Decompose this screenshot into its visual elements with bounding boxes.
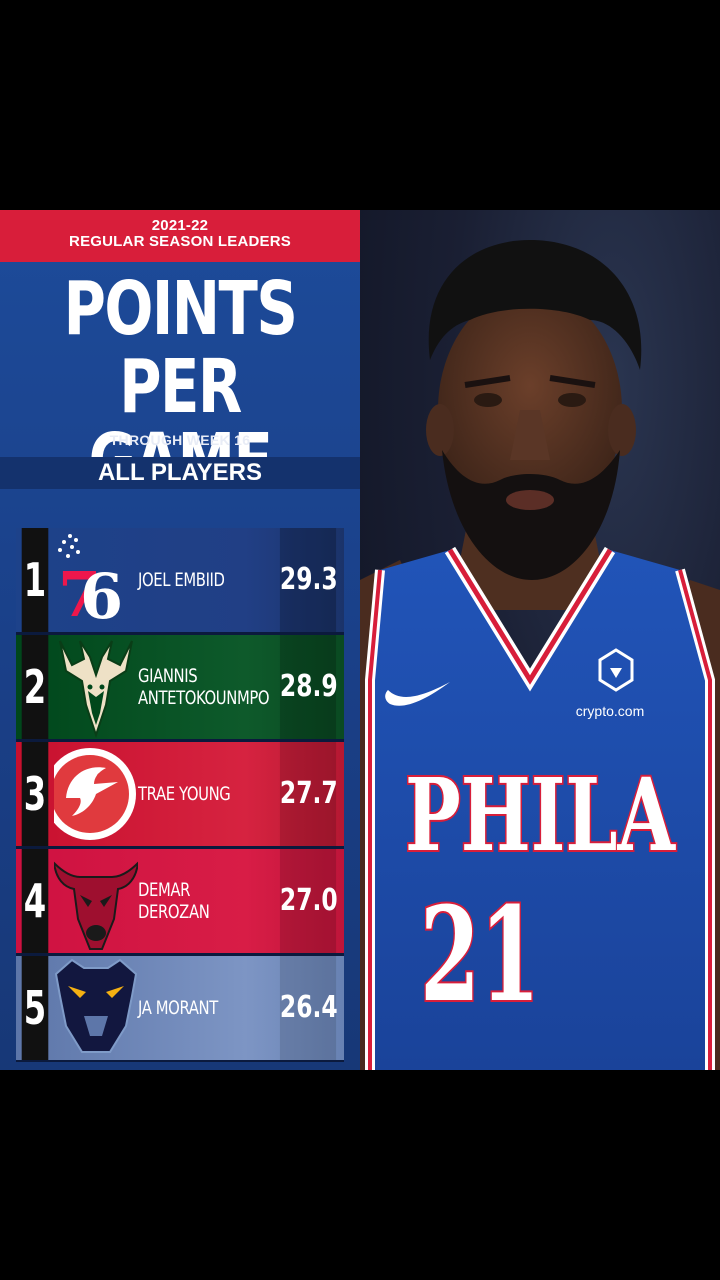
grizzlies-logo-icon <box>54 956 138 1060</box>
jersey-number: 21 <box>420 878 540 1031</box>
leaders-list: 1 7 6 JOEL EMBIID 29.3 <box>16 528 344 1062</box>
through-label: THROUGH WEEK 16 <box>109 432 251 448</box>
title-line-1: POINTS <box>63 266 298 352</box>
leader-row: 4 DEMAR DEROZAN 27.0 <box>16 849 344 953</box>
crypto-logo-icon <box>598 648 634 692</box>
bucks-logo-icon <box>54 635 138 739</box>
ppg-value: 29.3 <box>279 528 338 632</box>
rank: 5 <box>21 956 49 1060</box>
hawks-logo-icon <box>44 742 138 846</box>
svg-text:6: 6 <box>80 560 123 632</box>
jersey-sponsor: crypto.com <box>576 703 644 719</box>
season-subtitle: REGULAR SEASON LEADERS <box>69 233 291 250</box>
player-name: TRAE YOUNG <box>138 783 231 805</box>
ppg-value: 27.7 <box>279 742 338 846</box>
player-name: JOEL EMBIID <box>138 569 225 591</box>
ppg-value: 26.4 <box>279 956 338 1060</box>
leaders-panel: 2021-22 REGULAR SEASON LEADERS POINTS PE… <box>0 210 360 1070</box>
rank: 2 <box>21 635 49 739</box>
rank: 1 <box>21 528 49 632</box>
nike-swoosh-icon <box>385 682 450 706</box>
bulls-logo-icon <box>52 849 140 953</box>
category-label: ALL PLAYERS <box>0 457 360 489</box>
leader-row: 1 7 6 JOEL EMBIID 29.3 <box>16 528 344 632</box>
svg-text:7: 7 <box>58 558 101 631</box>
leader-row: 3 TRAE YOUNG 27.7 <box>16 742 344 846</box>
leader-row: 2 GIANNIS ANTETOKOUNMPO 28.9 <box>16 635 344 739</box>
ppg-value: 28.9 <box>279 635 338 739</box>
player-photo: crypto.com PHILA 21 <box>360 210 720 1070</box>
rank: 3 <box>21 742 49 846</box>
season-bar: 2021-22 REGULAR SEASON LEADERS <box>0 210 360 262</box>
ppg-value: 27.0 <box>279 849 338 953</box>
player-name: JA MORANT <box>138 997 218 1019</box>
leaders-graphic: 2021-22 REGULAR SEASON LEADERS POINTS PE… <box>0 210 720 1070</box>
player-name: GIANNIS ANTETOKOUNMPO <box>138 665 270 709</box>
76ers-logo-icon: 7 6 <box>54 528 138 632</box>
leader-row: 5 JA MORANT 26.4 <box>16 956 344 1060</box>
player-name: DEMAR DEROZAN <box>138 879 210 923</box>
season-label: 2021-22 <box>151 217 209 234</box>
rank: 4 <box>21 849 49 953</box>
jersey-city: PHILA <box>405 756 676 874</box>
